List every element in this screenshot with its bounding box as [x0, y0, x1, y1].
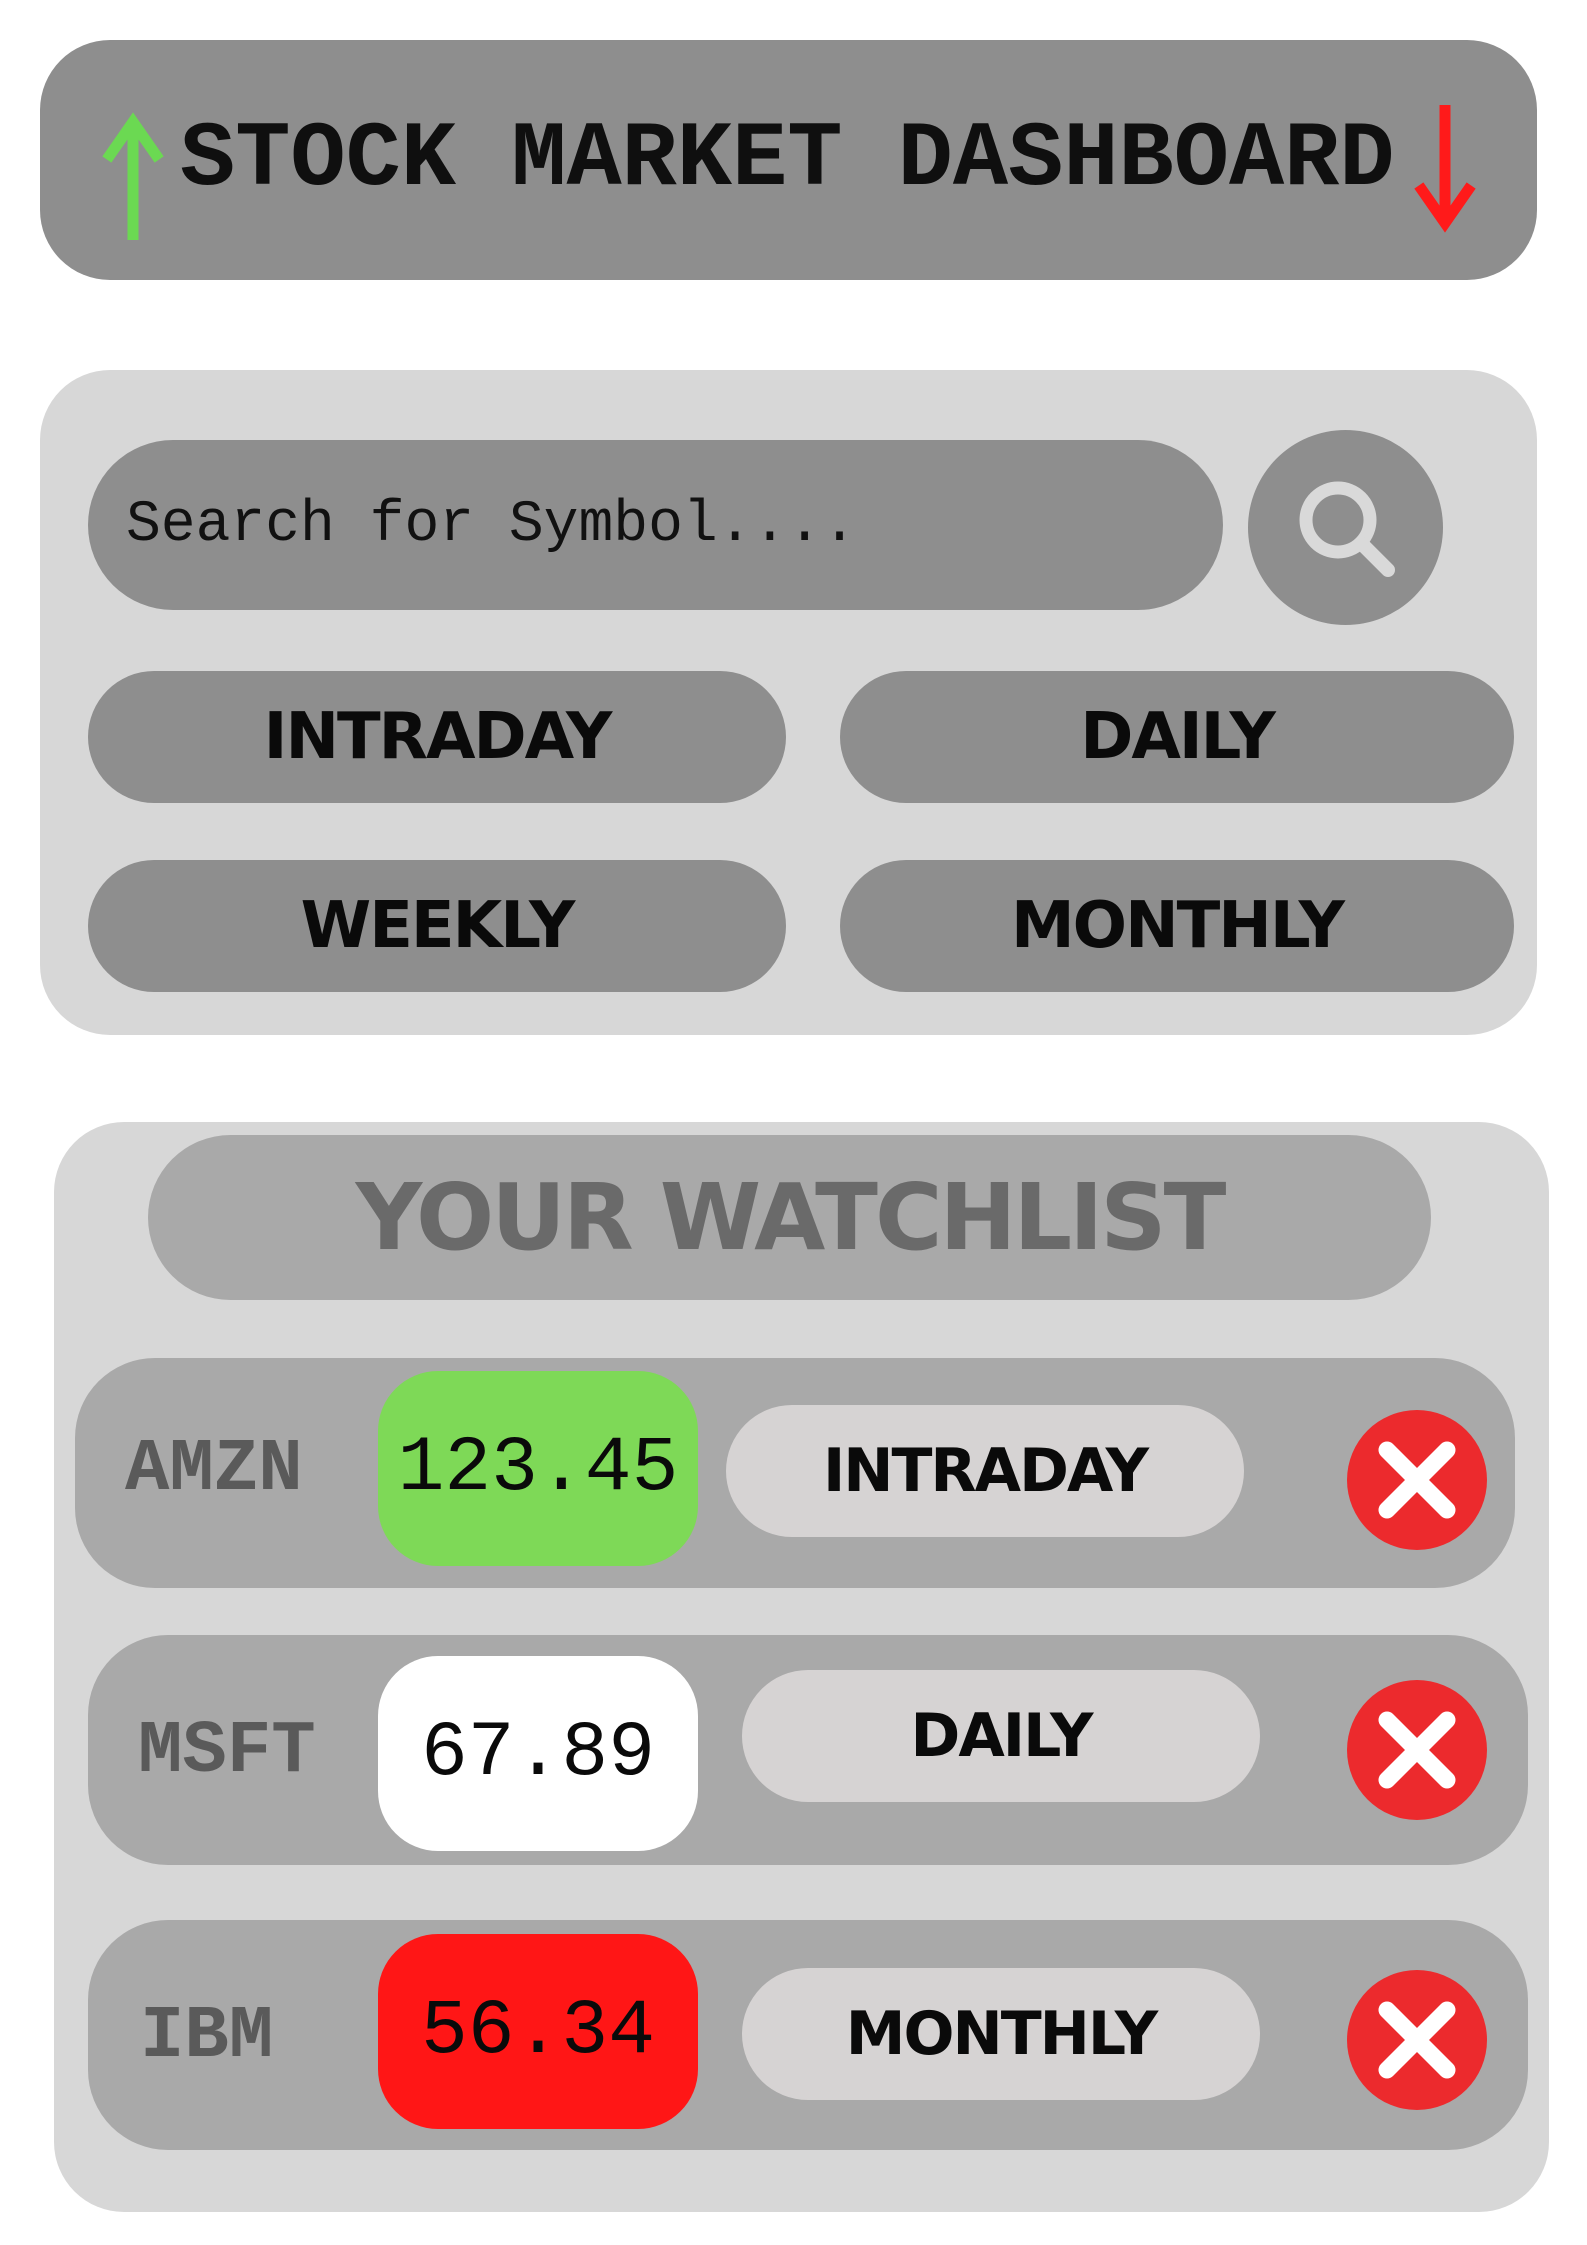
- search-input[interactable]: [88, 440, 1223, 610]
- header-bar: [40, 40, 1537, 280]
- search-button[interactable]: [1248, 430, 1443, 625]
- up-arrow-icon: [102, 112, 164, 240]
- remove-button[interactable]: [1345, 1678, 1489, 1822]
- down-arrow-icon: [1414, 105, 1476, 233]
- page-title: STOCK MARKET DASHBOARD: [180, 107, 1395, 212]
- interval-button-weekly[interactable]: WEEKLY: [88, 860, 786, 992]
- search-icon: [1299, 481, 1395, 577]
- remove-button[interactable]: [1345, 1968, 1489, 2112]
- watchlist-symbol: AMZN: [125, 1428, 303, 1512]
- watchlist-interval-button[interactable]: DAILY: [742, 1670, 1260, 1802]
- close-icon: [1378, 1441, 1456, 1519]
- watchlist-symbol: IBM: [140, 1995, 274, 2079]
- remove-button[interactable]: [1345, 1408, 1489, 1552]
- interval-button-monthly[interactable]: MONTHLY: [840, 860, 1514, 992]
- watchlist-interval-button[interactable]: INTRADAY: [726, 1405, 1244, 1537]
- watchlist-symbol: MSFT: [138, 1710, 316, 1794]
- interval-button-intraday[interactable]: INTRADAY: [88, 671, 786, 803]
- close-icon: [1378, 1711, 1456, 1789]
- watchlist-interval-button[interactable]: MONTHLY: [742, 1968, 1260, 2100]
- watchlist-price: 67.89: [378, 1656, 698, 1851]
- watchlist-title: YOUR WATCHLIST: [148, 1135, 1431, 1300]
- close-icon: [1378, 2001, 1456, 2079]
- watchlist-price: 123.45: [378, 1371, 698, 1566]
- interval-button-daily[interactable]: DAILY: [840, 671, 1514, 803]
- watchlist-price: 56.34: [378, 1934, 698, 2129]
